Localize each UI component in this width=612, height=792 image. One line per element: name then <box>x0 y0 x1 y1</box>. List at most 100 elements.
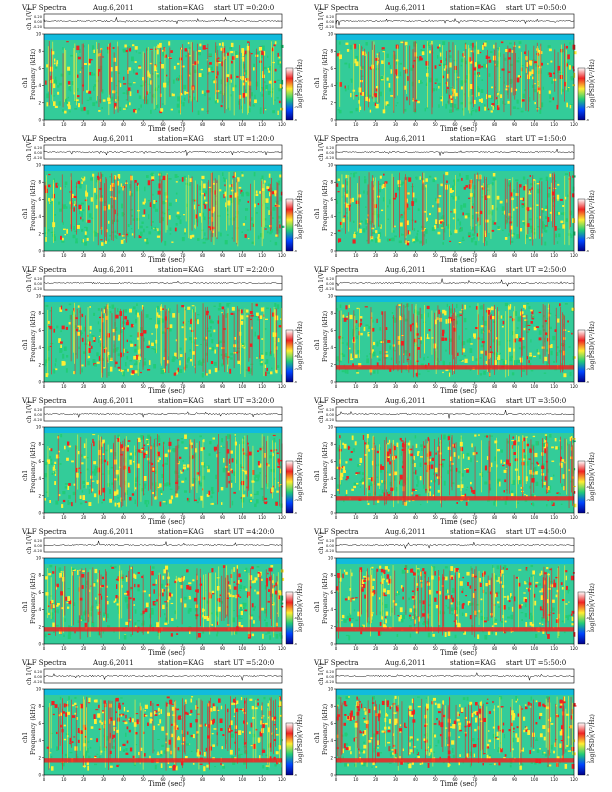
spectrogram-cell <box>249 311 253 314</box>
spectrogram-cell <box>230 74 232 78</box>
spectrogram-cell <box>140 104 143 108</box>
panel-title: VLF Spectra <box>22 4 67 12</box>
spectrogram-cell <box>263 81 266 84</box>
spectrogram-cell <box>559 303 561 307</box>
spectrogram-cell <box>184 48 188 52</box>
spectrogram-cell <box>68 445 72 448</box>
spectrogram-cell <box>468 235 471 238</box>
spectrogram-cell <box>352 239 356 244</box>
spectrogram-cell <box>47 229 50 232</box>
spectrogram-cell <box>489 211 492 214</box>
spectrogram-cell <box>175 215 178 218</box>
spectrogram-cell <box>120 239 124 244</box>
spectrogram-cell <box>143 476 147 481</box>
spectrogram-cell <box>111 304 115 309</box>
spectrogram-cell <box>186 358 189 363</box>
spectrogram-cell <box>559 439 561 442</box>
spectrogram-cell <box>549 94 552 99</box>
spectrogram-cell <box>239 618 243 620</box>
spectrogram-cell <box>242 63 246 69</box>
spectrogram-cell <box>179 456 182 459</box>
sferic-burst <box>109 43 111 93</box>
spectrogram-cell <box>497 105 500 111</box>
spectrogram-cell <box>488 355 490 360</box>
spectrogram-cell <box>197 110 200 115</box>
spectrogram-cell <box>383 357 386 359</box>
spectrogram-cell <box>181 441 184 444</box>
spectrogram-cell <box>448 464 452 467</box>
spectrogram-cell <box>485 350 487 356</box>
spectrogram-cell <box>343 317 347 322</box>
spectrogram-cell <box>261 175 264 180</box>
spectrogram-cell <box>537 82 539 86</box>
spectrogram-cell <box>64 361 66 366</box>
spectrogram-cell <box>50 75 52 80</box>
spectrogram-cell <box>507 100 510 104</box>
spectrogram-cell <box>536 183 540 185</box>
sferic-burst <box>393 439 394 508</box>
spectrogram-cell <box>189 630 191 635</box>
spectrogram-cell <box>464 215 468 219</box>
spectrogram-cell <box>102 315 105 319</box>
spectrogram-cell <box>156 312 159 317</box>
sferic-burst <box>121 444 122 508</box>
spectrogram-cell <box>137 584 140 588</box>
spectrogram-cell <box>157 631 160 636</box>
spectrogram-cell <box>231 500 234 506</box>
spectrogram-cell <box>554 180 557 183</box>
spectrogram-cell <box>245 191 249 195</box>
spectrogram-cell <box>59 463 62 465</box>
sferic-burst <box>416 315 418 378</box>
spectrogram-cell <box>134 180 137 183</box>
spectrogram-cell <box>350 78 353 83</box>
spectrogram-cell <box>234 337 236 340</box>
spectrogram-cell <box>69 110 71 113</box>
spectrogram-cell <box>274 205 277 207</box>
spectrogram-cell <box>184 434 187 439</box>
spectrogram-cell <box>375 104 379 109</box>
spectrogram-cell <box>279 591 282 596</box>
spectrogram-cell <box>100 239 103 241</box>
spectrogram-cell <box>145 314 149 318</box>
spectrogram-cell <box>414 220 417 223</box>
spectrogram-cell <box>63 346 67 351</box>
spectrogram-cell <box>553 361 555 363</box>
spectrogram-cell <box>154 470 158 474</box>
sferic-burst <box>207 43 209 114</box>
spectrogram-cell <box>340 336 344 339</box>
sferic-burst <box>248 50 249 113</box>
spectrogram-cell <box>471 443 473 448</box>
colorbar-tick-label: -7 <box>294 105 297 109</box>
spectrogram-cell <box>355 107 358 112</box>
spectrogram-cell <box>347 205 351 207</box>
spectrogram-cell <box>412 192 415 198</box>
sferic-burst <box>142 574 144 635</box>
spectrogram-cell <box>499 200 503 204</box>
spectrogram-cell <box>400 341 404 346</box>
spectrogram-cell <box>46 102 49 107</box>
waveform-tick-label: -0.20 <box>33 156 43 160</box>
spectrogram-cell <box>121 235 125 237</box>
spectrogram-cell <box>513 440 517 446</box>
spectrogram-cell <box>247 442 249 445</box>
spectrogram-cell <box>381 311 383 315</box>
spectrogram-cell <box>471 233 474 236</box>
sferic-burst <box>215 52 216 101</box>
spectrogram-cell <box>89 341 91 347</box>
sferic-burst <box>541 181 543 246</box>
sferic-burst <box>488 184 490 233</box>
spectrogram-cell <box>147 434 151 439</box>
x-tick-label: 110 <box>258 253 266 258</box>
sferic-burst <box>123 183 125 238</box>
spectrogram-cell <box>522 197 525 202</box>
sferic-burst <box>229 434 231 508</box>
spectrogram-cell <box>274 191 277 197</box>
colorbar-label: log(PSD)(V²/Hz) <box>589 190 596 239</box>
x-tick-label: 70 <box>472 384 478 389</box>
spectrogram-cell <box>356 307 359 310</box>
spectrogram-cell <box>179 179 181 182</box>
x-tick-label: 40 <box>121 646 127 651</box>
spectrogram-cell <box>227 208 229 212</box>
spectrogram-cell <box>154 108 157 110</box>
spectrogram-cell <box>276 304 280 310</box>
